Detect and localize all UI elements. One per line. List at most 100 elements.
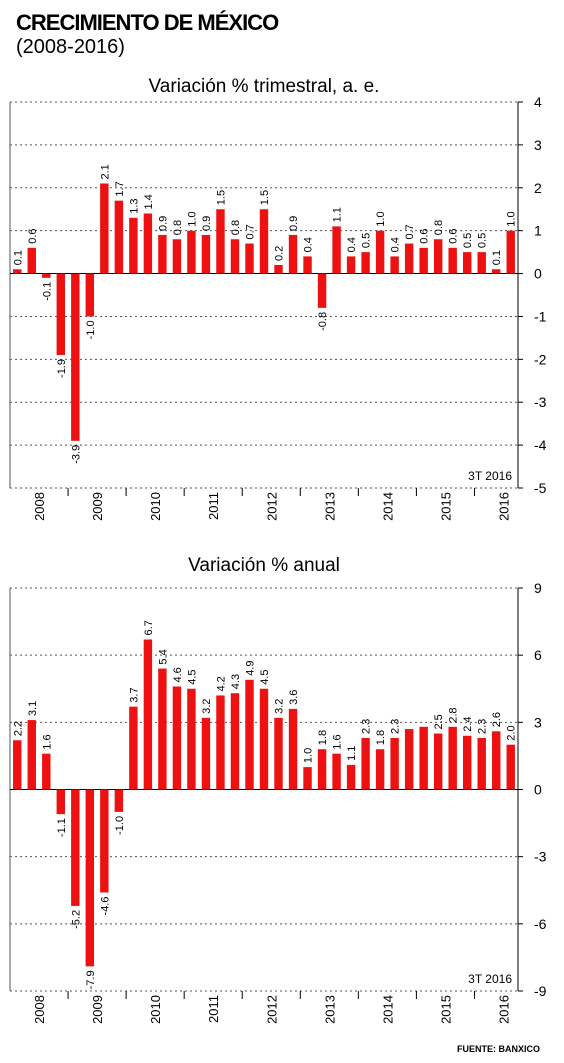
data-label: 1.0 [506, 211, 518, 226]
y-tick-label: -6 [534, 916, 547, 932]
y-tick-label: 4 [534, 94, 542, 110]
bar [42, 753, 51, 790]
data-label: 1.1 [346, 746, 358, 761]
data-label: 2.4 [462, 717, 474, 732]
bar [477, 738, 486, 790]
bar [375, 230, 385, 274]
y-tick-label: 9 [534, 580, 542, 596]
data-label: 0.1 [491, 250, 503, 265]
year-label: 2013 [322, 492, 337, 521]
bar [230, 693, 240, 790]
data-label: 2.8 [448, 708, 460, 723]
bar [390, 738, 399, 790]
bar [303, 256, 312, 274]
y-tick-label: 2 [534, 180, 542, 196]
data-label: 0.4 [303, 237, 315, 252]
bar [288, 234, 298, 274]
data-label: 1.1 [332, 207, 344, 222]
data-label: 0.8 [230, 220, 242, 235]
bar [13, 269, 22, 274]
bar [506, 230, 515, 274]
y-tick-label: 3 [534, 137, 542, 153]
data-label: 1.8 [375, 730, 387, 745]
bar [56, 273, 66, 356]
bar [274, 264, 283, 274]
data-label: 3.1 [27, 701, 39, 716]
bar [216, 695, 225, 790]
bar [419, 247, 428, 274]
data-label: 2.5 [433, 714, 445, 729]
data-label: 2.6 [491, 712, 503, 727]
data-label: 4.5 [259, 670, 271, 685]
annual-chart-title: Variación % anual [188, 555, 340, 576]
bar [404, 729, 414, 790]
bar [27, 247, 36, 274]
year-label: 2010 [148, 995, 163, 1024]
y-tick-label: -2 [534, 351, 547, 367]
bar [419, 726, 428, 790]
data-label: 4.5 [186, 670, 198, 685]
bar [433, 239, 443, 274]
bar [143, 639, 153, 790]
data-label: 2.1 [99, 164, 111, 179]
bar [143, 213, 153, 274]
bar [492, 731, 501, 790]
y-tick-label: 3 [534, 714, 542, 730]
bar [100, 183, 109, 274]
bar [506, 744, 515, 790]
year-label: 2015 [438, 492, 453, 521]
bar [71, 273, 80, 441]
y-tick-label: -1 [534, 308, 547, 324]
data-label: -4.6 [99, 897, 111, 916]
data-label: 0.8 [433, 220, 445, 235]
y-tick-label: -3 [534, 849, 547, 865]
bar [230, 239, 240, 274]
data-label: 1.0 [186, 211, 198, 226]
bar [216, 209, 225, 274]
bar [332, 226, 341, 274]
quarterly-chart-title: Variación % trimestral, a. e. [148, 76, 380, 97]
bar [100, 789, 109, 893]
data-label: 0.2 [274, 246, 286, 261]
bar [332, 753, 341, 790]
y-tick-label: 1 [534, 223, 542, 239]
data-label: 4.9 [245, 661, 257, 676]
data-label: 3.2 [201, 699, 213, 714]
data-label: 2.3 [361, 719, 373, 734]
data-label: 0.6 [448, 229, 460, 244]
year-label: 2016 [497, 995, 512, 1024]
bar [85, 273, 95, 317]
year-label: 2008 [32, 492, 47, 521]
bar [172, 239, 182, 274]
bar [71, 789, 80, 906]
bar [129, 217, 138, 274]
data-label: 0.9 [201, 216, 213, 231]
bar [27, 720, 36, 790]
data-label: 2.3 [477, 719, 489, 734]
bar [259, 688, 269, 790]
bar [346, 764, 356, 790]
data-label: 0.7 [245, 224, 257, 239]
bar [245, 679, 254, 790]
y-tick-label: 0 [534, 266, 542, 282]
data-label: 6.7 [143, 620, 155, 635]
data-label: 0.9 [288, 216, 300, 231]
bar [274, 717, 283, 790]
quarterly-growth-chart: 43210-1-2-3-4-50.10.6-0.1-1.9-3.9-1.02.1… [9, 94, 547, 521]
bar [85, 789, 95, 967]
data-label: 1.0 [375, 211, 387, 226]
bar [201, 234, 211, 274]
bar [448, 247, 457, 274]
year-label: 2014 [380, 492, 395, 521]
year-label: 2009 [90, 492, 105, 521]
year-label: 2009 [90, 995, 105, 1024]
bar [187, 230, 196, 274]
year-label: 2012 [264, 995, 279, 1024]
year-label: 2012 [264, 492, 279, 521]
bar [361, 252, 370, 274]
bar [245, 243, 254, 274]
bar [375, 749, 385, 790]
data-label: 4.3 [230, 674, 242, 689]
bar [303, 767, 312, 790]
